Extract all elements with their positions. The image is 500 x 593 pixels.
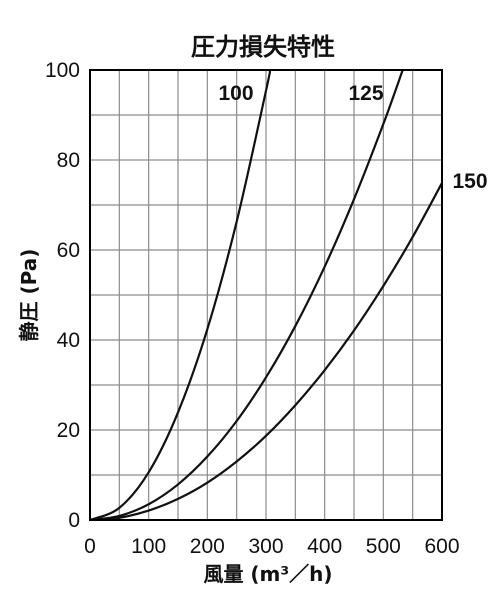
curve-100 xyxy=(89,69,272,522)
curve-125 xyxy=(89,69,404,522)
grid xyxy=(89,69,443,521)
y-axis-label: 静圧 (Pa) xyxy=(17,249,41,342)
curve-150 xyxy=(89,182,443,522)
y-tick-label: 60 xyxy=(57,239,80,262)
y-tick-label: 80 xyxy=(57,149,80,172)
x-tick-label: 0 xyxy=(84,535,96,558)
series-labels: 100 125 150 xyxy=(218,82,487,193)
x-tick-label: 500 xyxy=(366,535,401,558)
series-label-100: 100 xyxy=(218,82,253,105)
curves xyxy=(89,69,443,522)
x-tick-labels: 0 100 200 300 400 500 600 xyxy=(84,535,459,558)
x-tick-label: 600 xyxy=(424,535,459,558)
x-axis-label: 風量 (m³／h) xyxy=(203,562,332,586)
y-tick-labels: 0 20 40 60 80 100 xyxy=(45,59,80,532)
chart-title: 圧力損失特性 xyxy=(191,33,335,61)
x-tick-label: 200 xyxy=(190,535,225,558)
plot-frame xyxy=(89,69,443,521)
y-tick-label: 100 xyxy=(45,59,80,82)
y-tick-label: 20 xyxy=(57,419,80,442)
x-tick-label: 100 xyxy=(131,535,166,558)
series-label-125: 125 xyxy=(348,82,383,105)
series-label-150: 150 xyxy=(452,170,487,193)
x-tick-label: 300 xyxy=(248,535,283,558)
y-tick-label: 0 xyxy=(68,509,80,532)
y-tick-label: 40 xyxy=(57,329,80,352)
x-tick-label: 400 xyxy=(307,535,342,558)
